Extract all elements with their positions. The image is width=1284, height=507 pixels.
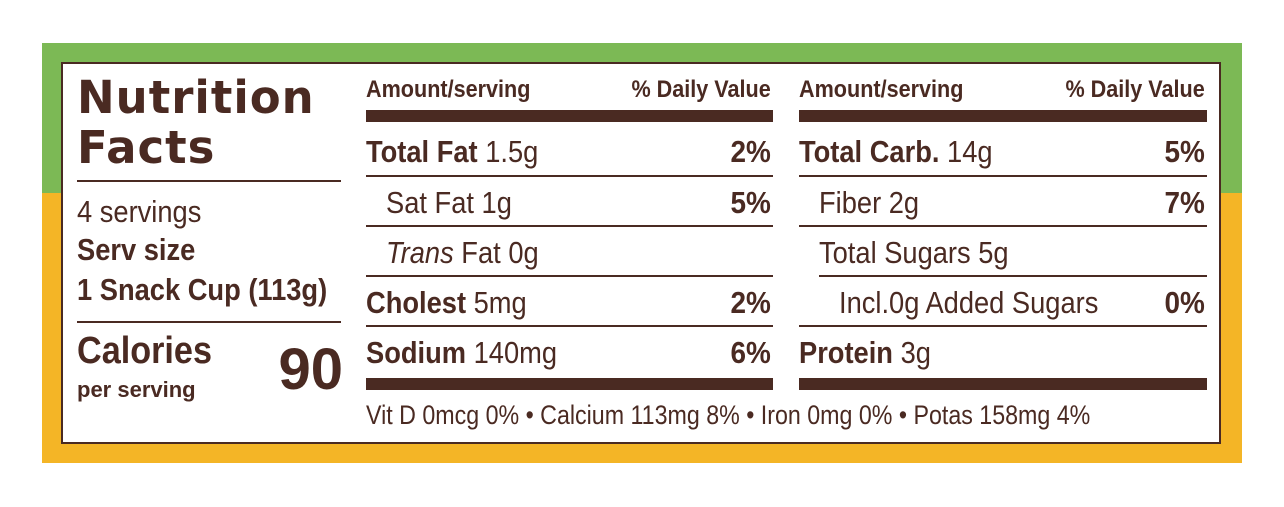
calories-sub: per serving xyxy=(77,377,196,402)
col2-thick-bar xyxy=(799,110,1207,122)
left-divider-2 xyxy=(77,321,341,323)
total-sugars-row: Total Sugars 5g xyxy=(819,235,1009,270)
total-fat-row: Total Fat 1.5g xyxy=(366,134,539,169)
trans-fat-row: Trans Fat 0g xyxy=(386,235,539,270)
col2-thick-bar-bottom xyxy=(799,378,1207,390)
col2-header-dv: % Daily Value xyxy=(1065,76,1205,103)
total-carb-row: Total Carb. 14g xyxy=(799,134,993,169)
row-divider xyxy=(799,225,1207,227)
serv-size-label: Serv size xyxy=(77,232,196,267)
added-sugars-row: Incl.0g Added Sugars xyxy=(839,285,1099,320)
serv-size-value: 1 Snack Cup (113g) xyxy=(77,272,328,307)
protein-row: Protein 3g xyxy=(799,335,931,370)
row-divider xyxy=(366,175,773,177)
row-divider xyxy=(819,275,1207,277)
col1-thick-bar xyxy=(366,110,773,122)
sodium-row: Sodium 140mg xyxy=(366,335,558,370)
col1-thick-bar-bottom xyxy=(366,378,773,390)
row-divider xyxy=(799,175,1207,177)
col1-header-dv: % Daily Value xyxy=(631,76,771,103)
left-divider-1 xyxy=(77,180,341,182)
title-line2: Facts xyxy=(77,121,216,174)
calories-value: 90 xyxy=(278,337,343,402)
cholest-row: Cholest 5mg xyxy=(366,285,527,320)
sat-fat-row: Sat Fat 1g xyxy=(386,185,512,220)
col1-header-amount: Amount/serving xyxy=(366,76,531,103)
row-divider xyxy=(366,225,773,227)
added-sugars-dv: 0% xyxy=(1164,285,1205,320)
fiber-dv: 7% xyxy=(1164,185,1205,220)
total-carb-dv: 5% xyxy=(1164,134,1205,169)
row-divider xyxy=(366,275,773,277)
col2-header-amount: Amount/serving xyxy=(799,76,964,103)
nutrition-label-panel: Nutrition Facts 4 servings Serv size 1 S… xyxy=(61,62,1221,444)
row-divider xyxy=(799,325,1207,327)
fiber-row: Fiber 2g xyxy=(819,185,920,220)
title-line1: Nutrition xyxy=(77,71,315,124)
sodium-dv: 6% xyxy=(730,335,771,370)
total-fat-dv: 2% xyxy=(730,134,771,169)
vitamins-footer: Vit D 0mcg 0% • Calcium 113mg 8% • Iron … xyxy=(366,400,1091,430)
cholest-dv: 2% xyxy=(730,285,771,320)
row-divider xyxy=(366,325,773,327)
servings-text: 4 servings xyxy=(77,194,202,229)
calories-label: Calories xyxy=(77,330,212,372)
sat-fat-dv: 5% xyxy=(730,185,771,220)
